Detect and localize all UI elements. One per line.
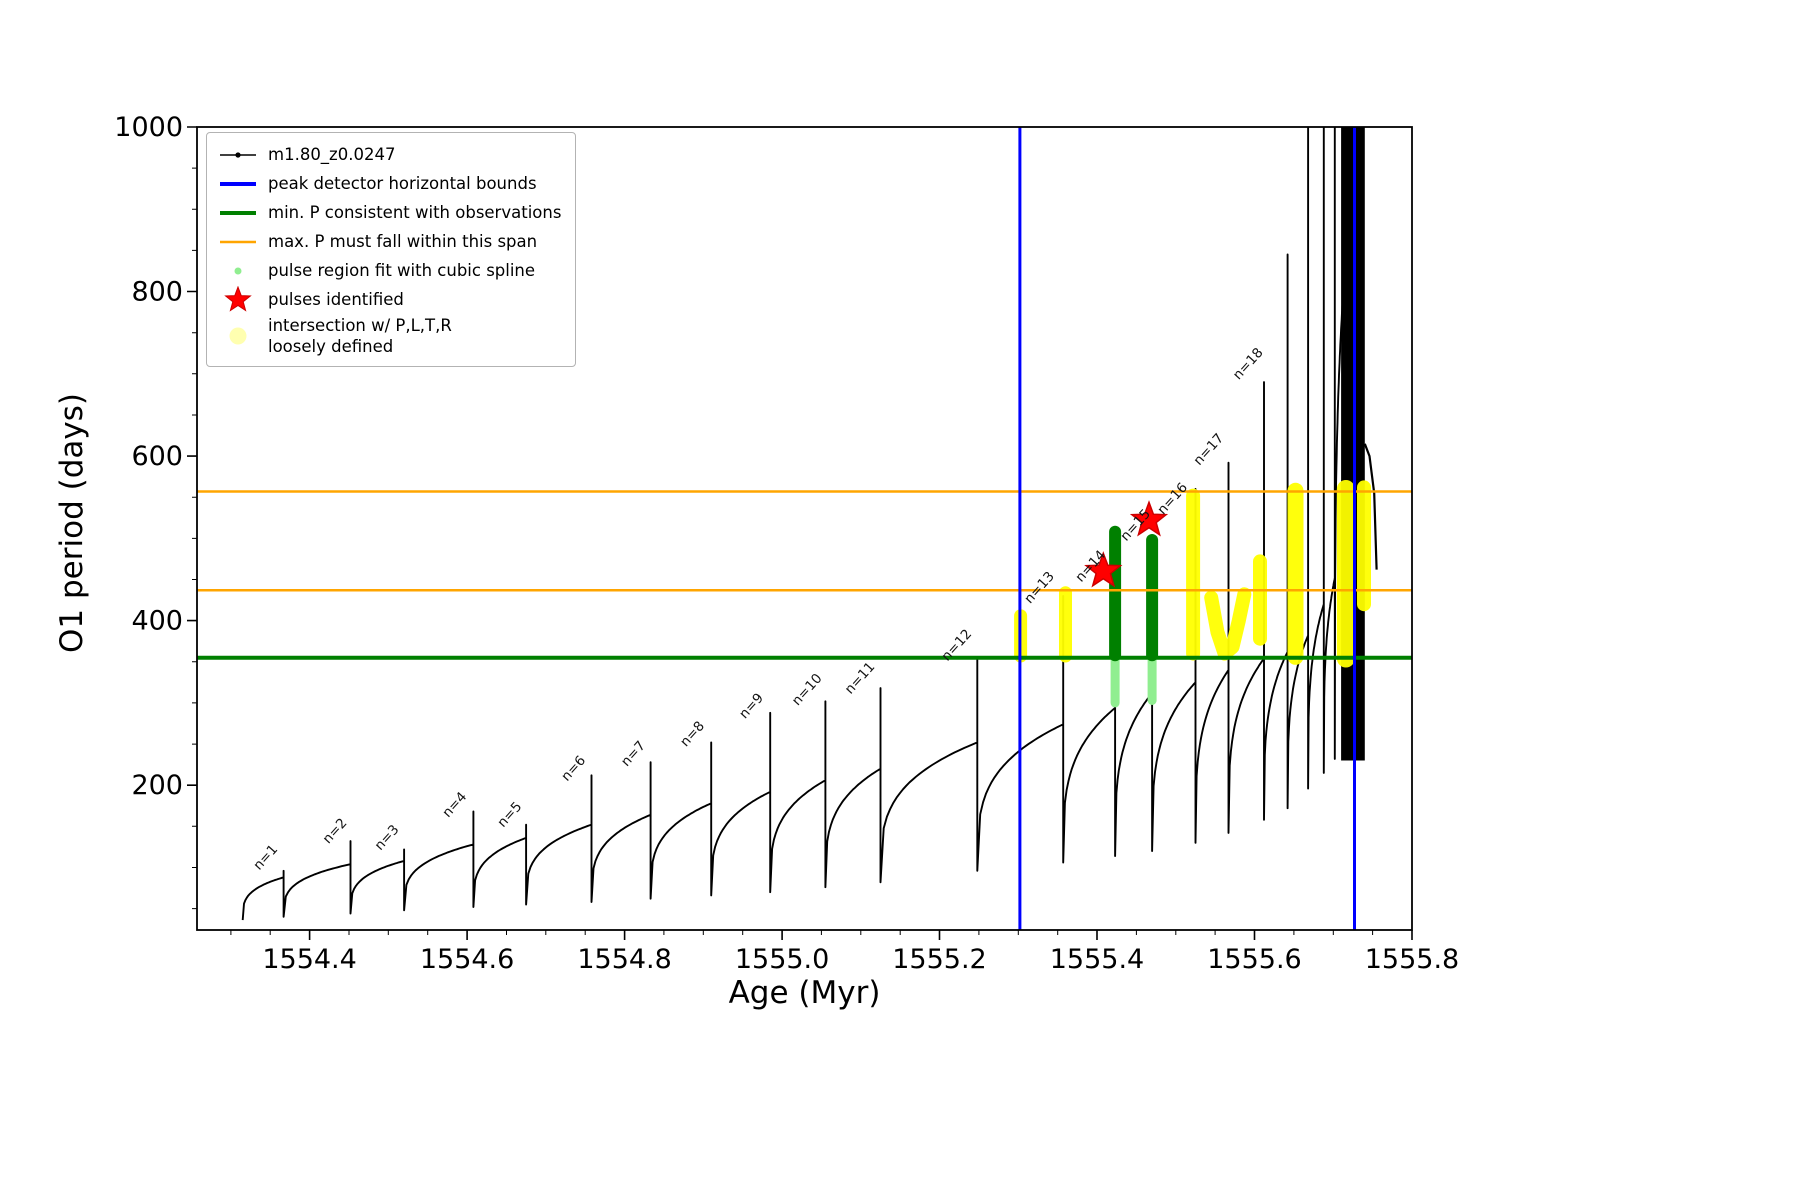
legend-label: max. P must fall within this span (268, 232, 538, 252)
x-tick-label: 1555.0 (735, 944, 829, 975)
x-tick-label: 1555.8 (1365, 944, 1459, 975)
legend-item-4: pulse region fit with cubic spline (217, 257, 561, 285)
dot-swatch-icon (217, 322, 259, 350)
dot-swatch-icon (217, 257, 259, 285)
legend-label: pulse region fit with cubic spline (268, 261, 536, 281)
y-axis-label: O1 period (days) (54, 393, 90, 653)
line-swatch-icon (217, 170, 259, 198)
axes-frame (196, 126, 1413, 931)
x-tick-label: 1555.6 (1207, 944, 1301, 975)
y-tick-label: 200 (131, 770, 183, 801)
minor-ticks (192, 167, 1374, 935)
star-swatch-icon (217, 286, 259, 314)
x-tick-label: 1555.2 (892, 944, 986, 975)
legend-item-1: peak detector horizontal bounds (217, 170, 561, 198)
legend-item-6: intersection w/ P,L,T,R loosely defined (217, 315, 561, 358)
legend-label: m1.80_z0.0247 (268, 145, 396, 165)
x-tick-label: 1554.6 (420, 944, 514, 975)
legend-label: min. P consistent with observations (268, 203, 562, 223)
series-curve (241, 127, 1344, 921)
series-tail (1363, 443, 1378, 570)
major-ticks (187, 126, 1413, 940)
y-tick-label: 800 (131, 277, 183, 308)
legend-item-3: max. P must fall within this span (217, 228, 561, 256)
y-tick-label: 400 (131, 606, 183, 637)
pulse-star (1084, 551, 1123, 588)
y-tick-label: 600 (131, 441, 183, 472)
x-tick-label: 1554.8 (577, 944, 671, 975)
x-axis-label: Age (Myr) (728, 975, 881, 1011)
x-tick-label: 1555.4 (1050, 944, 1144, 975)
intersection-region-arc (1204, 587, 1252, 661)
x-tick-label: 1554.4 (262, 944, 356, 975)
line-dot-swatch-icon (217, 141, 259, 169)
legend-label: intersection w/ P,L,T,R loosely defined (268, 316, 452, 357)
legend-label: pulses identified (268, 290, 404, 310)
legend-item-2: min. P consistent with observations (217, 199, 561, 227)
legend-label: peak detector horizontal bounds (268, 174, 537, 194)
line-swatch-icon (217, 228, 259, 256)
legend-item-5: pulses identified (217, 286, 561, 314)
legend-item-0: m1.80_z0.0247 (217, 141, 561, 169)
y-tick-label: 1000 (114, 112, 183, 143)
pulse-star (1129, 500, 1169, 537)
line-swatch-icon (217, 199, 259, 227)
